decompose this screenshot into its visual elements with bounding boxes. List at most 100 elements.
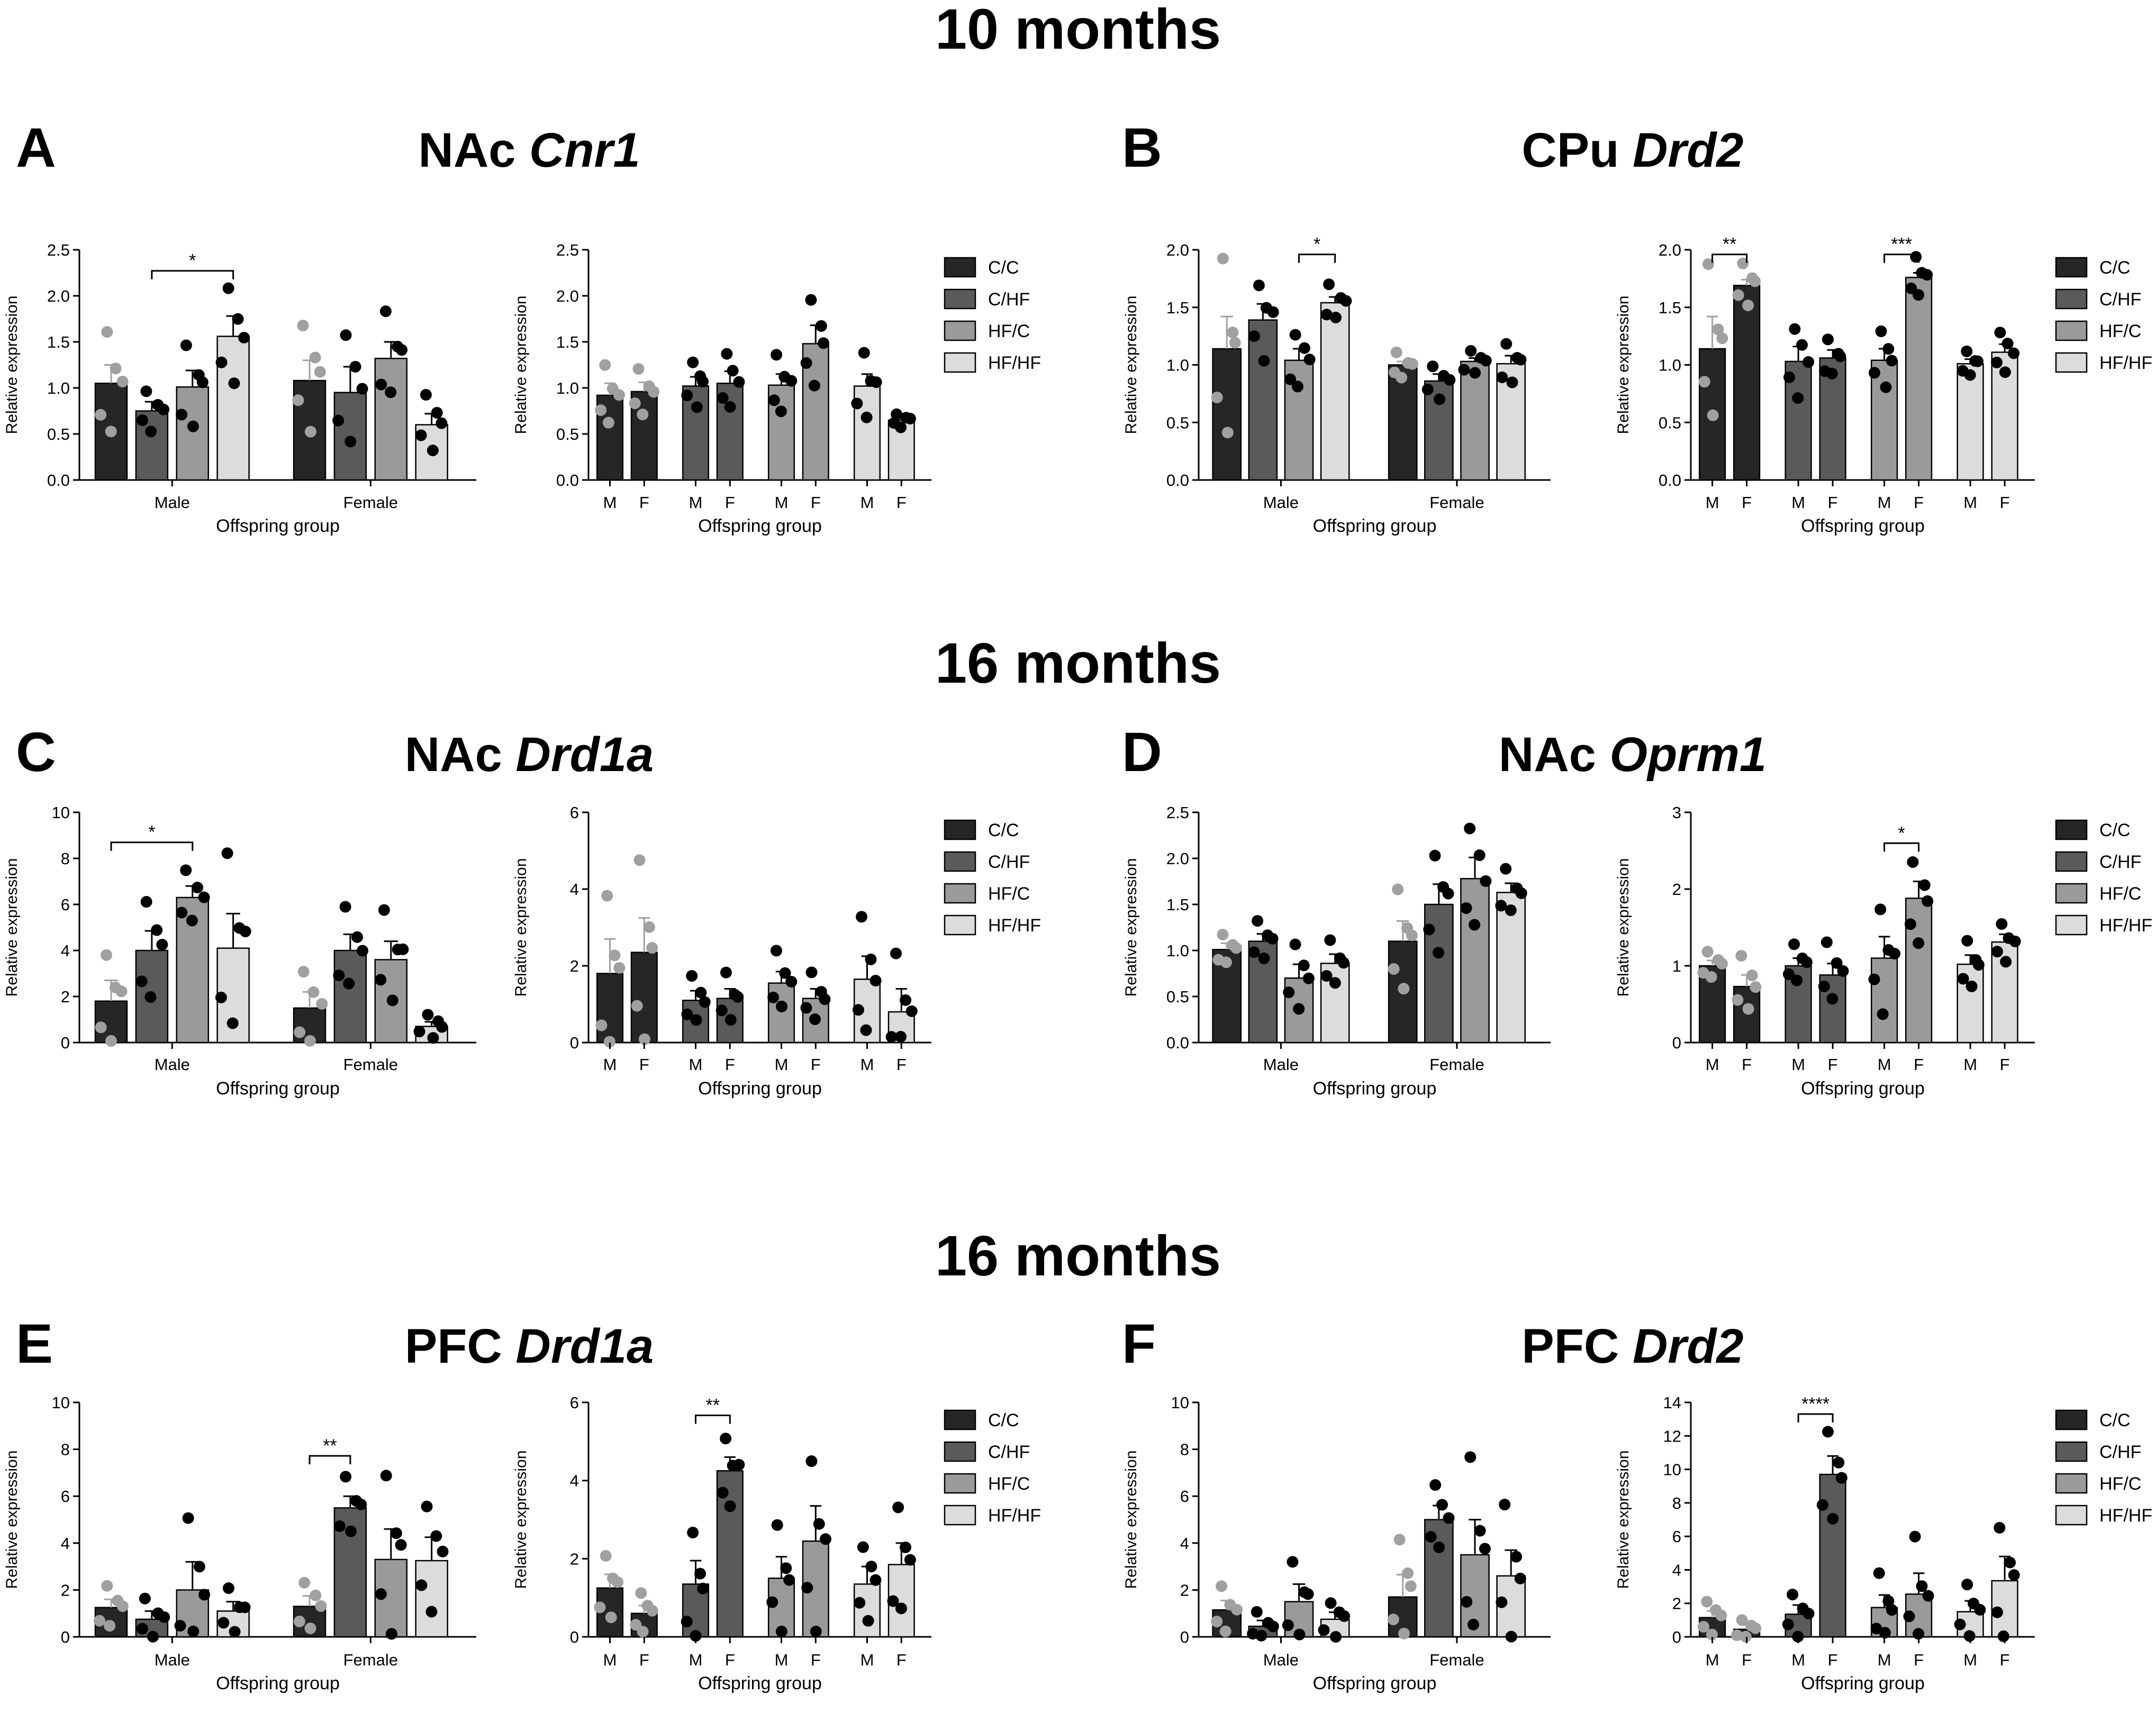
data-point	[613, 389, 625, 401]
x-axis-label: Offspring group	[216, 1079, 340, 1099]
data-point	[852, 1004, 864, 1016]
data-point	[1882, 343, 1895, 355]
data-point	[1221, 427, 1234, 439]
data-point	[1749, 275, 1761, 287]
data-point	[609, 949, 621, 962]
data-point	[720, 1433, 732, 1445]
x-sex-label: F	[639, 493, 649, 512]
y-axis-label: Relative expression	[1122, 296, 1140, 434]
data-point	[390, 1527, 402, 1539]
legend-label: C/C	[988, 820, 1019, 840]
y-tick-label: 0.0	[1166, 471, 1189, 490]
panel-region: NAc	[405, 728, 516, 782]
y-tick-label: 4	[1180, 1534, 1189, 1553]
data-point	[1405, 1580, 1417, 1592]
left-subplot: 0 2 4 6 8 10 Relative expression Male FemaleOffs…	[3, 803, 476, 1099]
legend-label: C/C	[2099, 1410, 2131, 1430]
y-tick-label: 2	[570, 1550, 579, 1568]
data-point	[182, 1512, 194, 1524]
data-point	[105, 1035, 117, 1047]
x-category-label: Female	[343, 1651, 398, 1669]
legend-label: HF/HF	[2099, 353, 2152, 373]
data-point	[1889, 947, 1901, 959]
significance-label: *	[1898, 823, 1905, 843]
x-category-label: Female	[1429, 493, 1484, 512]
data-point	[340, 1471, 352, 1483]
legend: C/C C/HF HF/C HF/HF	[944, 819, 1041, 936]
left-subplot: 0.0 0.5 1.0 1.5 2.0 2.5 Relative expression Mal…	[3, 241, 476, 536]
data-point	[229, 1626, 241, 1638]
panel-label: A	[16, 117, 56, 179]
data-point	[436, 1021, 448, 1033]
significance-bracket	[1298, 253, 1336, 263]
data-point	[221, 847, 233, 859]
data-point	[600, 1550, 612, 1562]
data-point	[135, 975, 148, 988]
data-point	[304, 1622, 316, 1634]
panel-label: C	[16, 721, 56, 783]
data-point	[355, 1498, 367, 1510]
data-point	[1715, 1609, 1727, 1622]
y-tick-label: 2	[1672, 880, 1681, 899]
legend-label: HF/HF	[2099, 916, 2152, 936]
data-point	[809, 1013, 821, 1025]
data-point	[1903, 1610, 1915, 1623]
data-point	[147, 1631, 159, 1643]
y-axis-label: Relative expression	[3, 296, 21, 434]
data-point	[775, 1625, 787, 1637]
data-point	[854, 1597, 866, 1609]
x-sex-label: M	[603, 1055, 617, 1074]
data-point	[1707, 409, 1719, 421]
data-point	[1461, 1596, 1473, 1608]
data-point	[116, 376, 129, 388]
data-point	[771, 349, 783, 361]
data-point	[105, 425, 117, 438]
data-point	[732, 991, 744, 1003]
data-point	[785, 975, 798, 988]
panel-label: F	[1122, 1313, 1156, 1375]
legend-swatch	[944, 320, 976, 341]
y-tick-label: 6	[1180, 1487, 1189, 1506]
data-point	[413, 1026, 425, 1038]
left-subplot: 0.0 0.5 1.0 1.5 2.0 Relative expression Male Fe…	[1122, 234, 1551, 536]
y-tick-label: 1.5	[1659, 298, 1681, 317]
data-point	[1423, 923, 1435, 936]
data-point	[767, 991, 780, 1003]
data-point	[187, 420, 199, 432]
data-point	[857, 1541, 869, 1553]
y-tick-label: 1.0	[1659, 356, 1681, 375]
data-point	[1820, 936, 1833, 948]
data-point	[1289, 329, 1301, 341]
data-point	[1732, 289, 1744, 301]
bar	[1819, 1473, 1846, 1638]
y-tick-label: 2	[1672, 1595, 1681, 1613]
data-point	[1267, 306, 1279, 318]
data-point	[699, 996, 711, 1008]
x-sex-label: M	[1878, 1651, 1891, 1669]
data-point	[1393, 1534, 1406, 1546]
data-point	[727, 365, 739, 377]
data-point	[227, 1017, 239, 1029]
data-point	[375, 378, 387, 391]
data-point	[1390, 346, 1402, 358]
data-point	[1267, 1620, 1279, 1633]
data-point	[1227, 327, 1239, 339]
data-point	[304, 425, 316, 438]
x-sex-label: M	[775, 493, 789, 512]
left-subplot: 0 2 4 6 8 10 Relative expression Male FemaleOffs…	[3, 1393, 476, 1693]
significance-label: *	[1313, 234, 1320, 255]
y-tick-label: 0.5	[556, 425, 579, 443]
data-point	[1697, 1620, 1709, 1633]
data-point	[856, 911, 868, 923]
right-subplot: 0 2 4 6 Relative expression M F M F M F M F Offspring…	[512, 1393, 931, 1693]
data-point	[865, 1561, 877, 1573]
data-point	[1868, 367, 1880, 379]
data-point	[1742, 1003, 1754, 1015]
data-point	[1991, 356, 2003, 368]
data-point	[1965, 980, 1978, 992]
legend-label: C/HF	[988, 852, 1030, 872]
data-point	[294, 1026, 306, 1038]
significance-label: **	[706, 1396, 720, 1416]
data-point	[1480, 875, 1492, 887]
data-point	[1886, 1604, 1898, 1616]
